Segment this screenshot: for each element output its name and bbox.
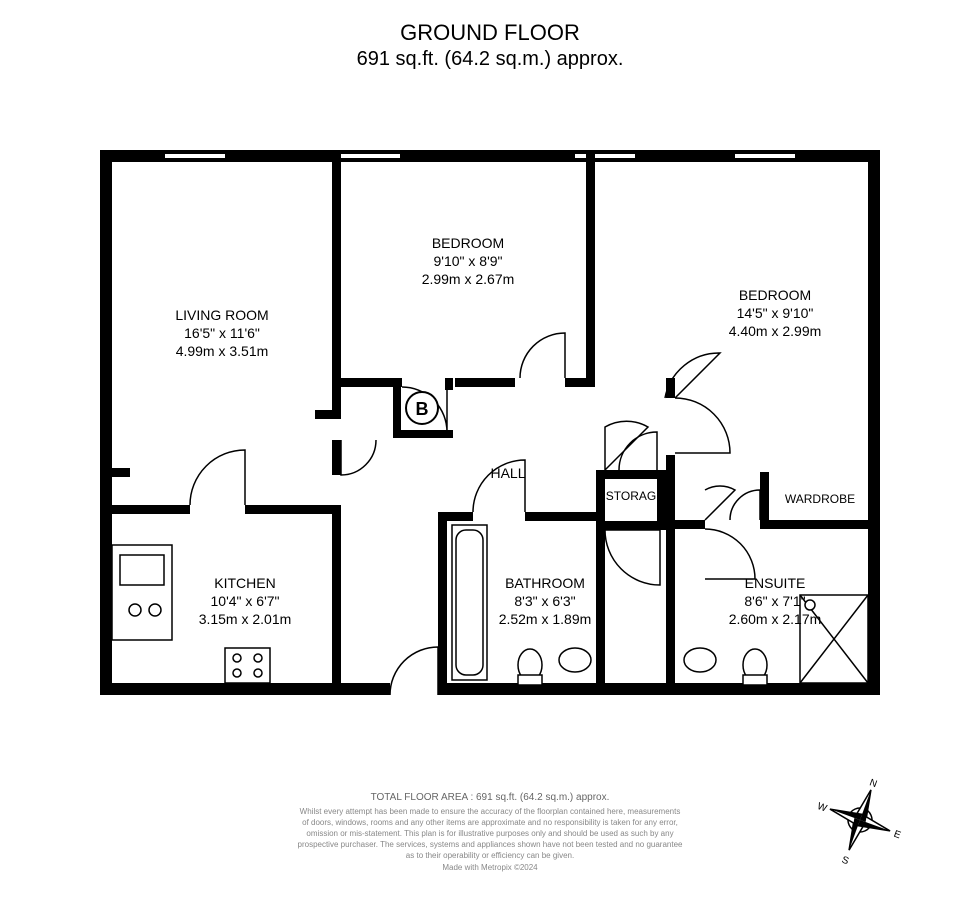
hall-name: HALL	[490, 465, 525, 481]
floorplan-svg: GROUND FLOOR 691 sq.ft. (64.2 sq.m.) app…	[0, 0, 980, 922]
room-labels: LIVING ROOM 16'5" x 11'6" 4.99m x 3.51m …	[175, 235, 855, 627]
bed2-imp: 14'5" x 9'10"	[737, 305, 814, 321]
ensuite-met: 2.60m x 2.17m	[729, 611, 822, 627]
bath-imp: 8'3" x 6'3"	[514, 593, 575, 609]
ensuite-name: ENSUITE	[745, 575, 806, 591]
bed2-name: BEDROOM	[739, 287, 811, 303]
living-imp: 16'5" x 11'6"	[184, 325, 260, 341]
kitchen-name: KITCHEN	[214, 575, 275, 591]
svg-text:Made with Metropix ©2024: Made with Metropix ©2024	[442, 863, 538, 872]
svg-text:omission or mis-statement. Thi: omission or mis-statement. This plan is …	[306, 829, 673, 838]
bath-met: 2.52m x 1.89m	[499, 611, 592, 627]
svg-text:S: S	[840, 855, 850, 868]
bed2-met: 4.40m x 2.99m	[729, 323, 822, 339]
boiler-marker: B	[406, 392, 438, 424]
kitchen-met: 3.15m x 2.01m	[199, 611, 292, 627]
bed1-met: 2.99m x 2.67m	[422, 271, 515, 287]
bed1-name: BEDROOM	[432, 235, 504, 251]
svg-text:prospective purchaser. The ser: prospective purchaser. The services, sys…	[298, 840, 684, 849]
svg-text:Whilst every attempt has been: Whilst every attempt has been made to en…	[300, 807, 681, 816]
living-met: 4.99m x 3.51m	[176, 343, 269, 359]
kitchen-imp: 10'4" x 6'7"	[211, 593, 280, 609]
ensuite-imp: 8'6" x 7'1"	[744, 593, 805, 609]
footer-text: TOTAL FLOOR AREA : 691 sq.ft. (64.2 sq.m…	[298, 792, 684, 872]
page-title: GROUND FLOOR	[400, 20, 580, 45]
boiler-label: B	[416, 399, 429, 419]
svg-text:E: E	[892, 829, 902, 842]
living-name: LIVING ROOM	[175, 307, 268, 323]
footer-area: TOTAL FLOOR AREA : 691 sq.ft. (64.2 sq.m…	[371, 792, 610, 803]
bath-name: BATHROOM	[505, 575, 585, 591]
svg-text:as to their operability or eff: as to their operability or efficiency ca…	[406, 851, 574, 860]
storage-name: STORAGE	[606, 489, 664, 503]
compass-icon: N E S W	[801, 763, 916, 881]
svg-text:W: W	[816, 801, 829, 815]
wardrobe-name: WARDROBE	[785, 492, 855, 506]
bed1-imp: 9'10" x 8'9"	[434, 253, 503, 269]
svg-text:N: N	[868, 777, 879, 790]
page-subtitle: 691 sq.ft. (64.2 sq.m.) approx.	[357, 48, 624, 70]
svg-text:of doors, windows, rooms and a: of doors, windows, rooms and any other i…	[302, 818, 678, 827]
